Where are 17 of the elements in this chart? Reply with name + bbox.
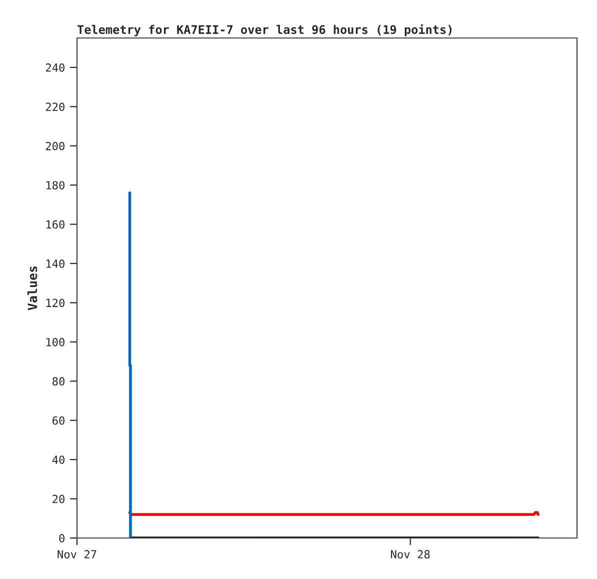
y-tick-label: 0 bbox=[59, 534, 64, 542]
y-tick-label: 100 bbox=[46, 338, 64, 346]
x-tick-label: Nov 27 bbox=[58, 550, 96, 558]
y-tick-label: 180 bbox=[46, 181, 64, 190]
y-axis-title: Values bbox=[27, 266, 38, 310]
y-tick-label: 20 bbox=[52, 494, 64, 504]
y-tick-label: 200 bbox=[46, 142, 64, 150]
y-tick-label: 240 bbox=[46, 63, 64, 72]
y-tick-label: 60 bbox=[52, 416, 64, 425]
y-tick-label: 80 bbox=[52, 377, 64, 386]
y-tick-label: 160 bbox=[46, 220, 64, 229]
y-tick-label: 120 bbox=[46, 298, 64, 308]
x-tick-label: Nov 28 bbox=[391, 550, 430, 558]
y-tick-label: 140 bbox=[46, 259, 64, 268]
y-tick-label: 220 bbox=[46, 102, 64, 112]
chart-title: Telemetry for KA7EII-7 over last 96 hours (19 points) bbox=[78, 24, 452, 36]
y-tick-label: 40 bbox=[52, 456, 64, 464]
